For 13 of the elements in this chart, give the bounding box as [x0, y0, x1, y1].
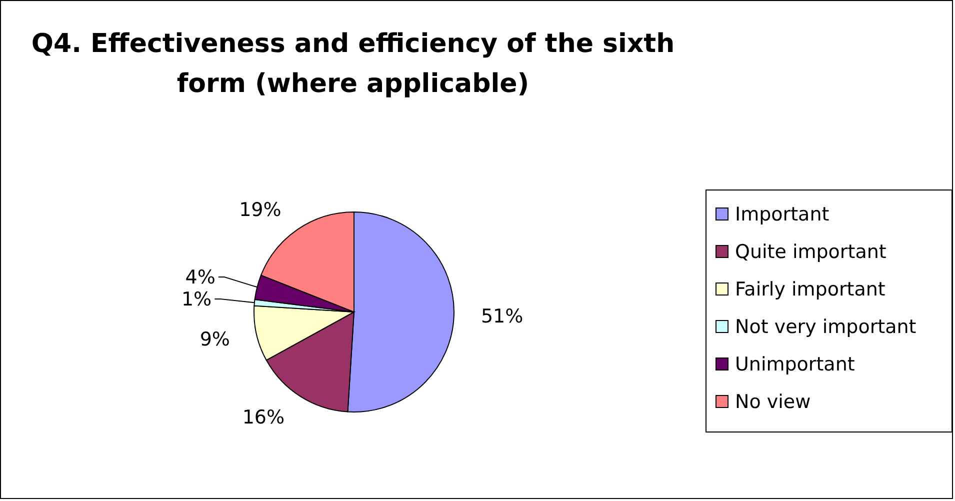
data-label: 9%	[200, 328, 230, 351]
chart-title: Q4. Effectiveness and efficiency of the sixth form (where applicable)	[31, 29, 675, 99]
legend-label: Not very important	[735, 316, 916, 338]
legend-label: Important	[735, 204, 830, 226]
data-label: 19%	[239, 199, 282, 222]
data-label: 1%	[181, 288, 212, 311]
data-label: 16%	[242, 406, 285, 428]
legend-label: No view	[735, 391, 811, 414]
data-label: 4%	[185, 266, 216, 289]
legend-label: Unimportant	[735, 354, 855, 376]
legend-label: Fairly important	[735, 278, 886, 301]
data-label: 51%	[480, 306, 524, 328]
legend-label: Quite important	[735, 241, 886, 264]
